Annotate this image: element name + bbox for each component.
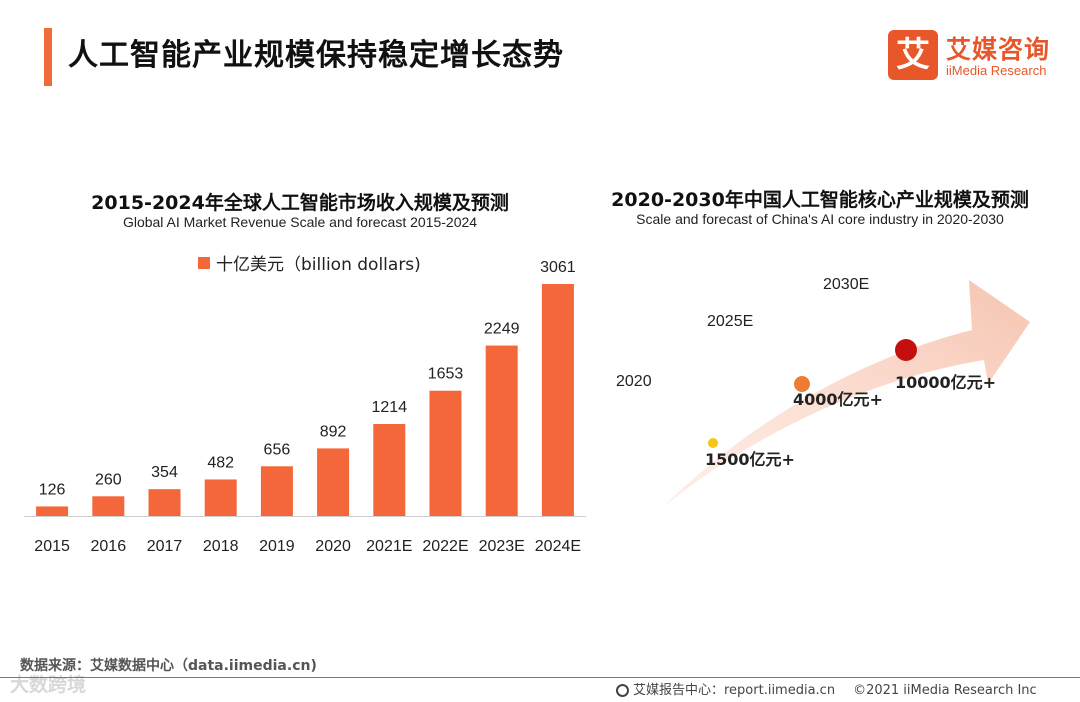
x-tick-label: 2023E (479, 538, 525, 555)
growth-arrow (662, 280, 1030, 508)
china-ai-growth-arrow-chart: 1500亿元+ 2020 4000亿元+ 2025E 10000亿元+ 2030E (616, 276, 1030, 508)
point-year-label: 2030E (823, 276, 869, 293)
bar-value-label: 1214 (372, 399, 408, 416)
point-value-label: 1500亿元+ (705, 450, 795, 469)
global-chart-subtitle: Global AI Market Revenue Scale and forec… (122, 214, 478, 230)
bar-value-label: 656 (264, 441, 291, 458)
bar (204, 479, 237, 516)
bar (148, 489, 181, 516)
data-source: 数据来源：艾媒数据中心（data.iimedia.cn) (20, 658, 317, 674)
page-title: 人工智能产业规模保持稳定增长态势 (68, 38, 564, 73)
x-tick-label: 2024E (535, 538, 581, 555)
copyright: ©2021 iiMedia Research Inc (853, 683, 1037, 698)
bar (92, 496, 125, 516)
footer-report-info: 艾媒报告中心：report.iimedia.cn ©2021 iiMedia Re… (616, 679, 1037, 698)
growth-point (708, 438, 718, 448)
x-tick-label: 2021E (366, 538, 412, 555)
point-year-label: 2020 (616, 373, 652, 390)
bar-value-label: 3061 (540, 259, 576, 276)
bar (260, 466, 293, 516)
iimedia-logo: 艾 艾媒咨询 iiMedia Research (888, 30, 1068, 80)
bar (485, 345, 518, 516)
report-center-link[interactable]: 艾媒报告中心：report.iimedia.cn (633, 683, 836, 698)
logo-mark: 艾 (888, 30, 938, 80)
bar (541, 284, 574, 516)
footer-divider (0, 677, 1080, 678)
legend-swatch (198, 256, 210, 269)
x-tick-label: 2018 (203, 538, 239, 555)
point-value-label: 4000亿元+ (793, 390, 883, 409)
global-chart-title: 2015-2024年全球人工智能市场收入规模及预测 (91, 192, 509, 214)
logo-name-cn: 艾媒咨询 (946, 35, 1051, 64)
china-chart-subtitle: Scale and forecast of China's AI core in… (636, 211, 1004, 227)
point-value-label: 10000亿元+ (895, 373, 996, 392)
bar-value-label: 354 (151, 464, 178, 481)
x-tick-label: 2015 (34, 538, 70, 555)
x-tick-label: 2020 (315, 538, 351, 555)
global-chart-legend: 十亿美元（billion dollars) (198, 250, 421, 275)
x-tick-label: 2017 (147, 538, 183, 555)
global-revenue-bar-chart: 126 2015 260 2016 354 2017 482 2018 656 2019 892 20… (24, 259, 586, 555)
bar-value-label: 892 (320, 423, 347, 440)
growth-point (794, 376, 810, 392)
china-chart-title: 2020-2030年中国人工智能核心产业规模及预测 (611, 189, 1029, 211)
globe-icon (616, 684, 629, 697)
bar (317, 448, 350, 516)
x-tick-label: 2019 (259, 538, 295, 555)
x-tick-label: 2016 (91, 538, 127, 555)
bar (373, 423, 406, 516)
bar-value-label: 482 (207, 454, 234, 471)
bar (429, 390, 462, 516)
legend-label: 十亿美元（billion dollars) (216, 255, 421, 275)
logo-name-en: iiMedia Research (946, 63, 1047, 78)
watermark: 大数跨境 (10, 674, 87, 696)
bar-value-label: 260 (95, 471, 122, 488)
bar-value-label: 2249 (484, 321, 520, 338)
bar-value-label: 1653 (428, 366, 464, 383)
growth-point (895, 339, 917, 361)
bar-value-label: 126 (39, 481, 66, 498)
title-accent-bar (44, 28, 52, 86)
point-year-label: 2025E (707, 313, 753, 330)
bar (36, 506, 69, 516)
x-tick-label: 2022E (422, 538, 468, 555)
